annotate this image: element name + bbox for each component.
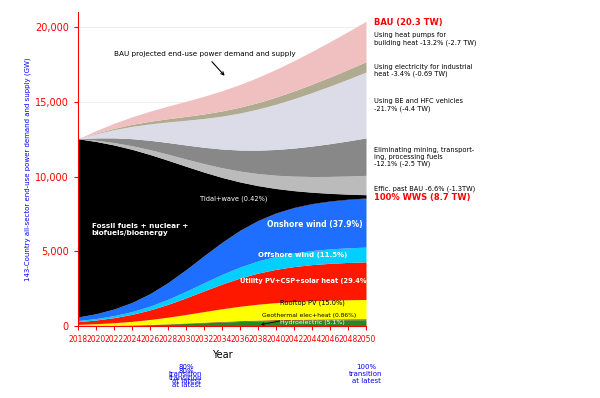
Text: Using electricity for industrial
heat -3.4% (-0.69 TW): Using electricity for industrial heat -3… <box>374 64 472 77</box>
Text: Rooftop PV (15.0%): Rooftop PV (15.0%) <box>281 300 346 306</box>
Y-axis label: 143-Country all-sector end-use power demand and supply (GW): 143-Country all-sector end-use power dem… <box>25 57 31 281</box>
Text: Geothermal elec+heat (0.86%): Geothermal elec+heat (0.86%) <box>262 313 357 325</box>
Text: 100%
transition
at latest: 100% transition at latest <box>349 364 383 384</box>
Text: 100% WWS (8.7 TW): 100% WWS (8.7 TW) <box>374 193 470 202</box>
Text: Offshore wind (11.5%): Offshore wind (11.5%) <box>258 252 347 258</box>
Text: BAU (20.3 TW): BAU (20.3 TW) <box>374 18 442 27</box>
Text: Onshore wind (37.9%): Onshore wind (37.9%) <box>267 220 362 229</box>
Text: Hydroelectric (5.1%): Hydroelectric (5.1%) <box>281 320 345 325</box>
Text: Fossil fuels + nuclear +
biofuels/bioenergy: Fossil fuels + nuclear + biofuels/bioene… <box>91 222 188 236</box>
Text: Effic. past BAU -6.6% (-1.3TW): Effic. past BAU -6.6% (-1.3TW) <box>374 185 475 192</box>
X-axis label: Year: Year <box>212 350 232 360</box>
Text: 80%
transition
at latest: 80% transition at latest <box>169 364 203 384</box>
Text: 80%
transition
at latest: 80% transition at latest <box>169 368 203 388</box>
Text: Using BE and HFC vehicles
-21.7% (-4.4 TW): Using BE and HFC vehicles -21.7% (-4.4 T… <box>374 98 463 111</box>
Text: BAU projected end-use power demand and supply: BAU projected end-use power demand and s… <box>114 51 296 75</box>
Text: Eliminating mining, transport-
ing, processing fuels
-12.1% (-2.5 TW): Eliminating mining, transport- ing, proc… <box>374 147 474 168</box>
Text: Tidal+wave (0.42%): Tidal+wave (0.42%) <box>199 196 267 202</box>
Text: Utility PV+CSP+solar heat (29.4%): Utility PV+CSP+solar heat (29.4%) <box>240 279 370 285</box>
Text: Using heat pumps for
building heat -13.2% (-2.7 TW): Using heat pumps for building heat -13.2… <box>374 32 476 46</box>
